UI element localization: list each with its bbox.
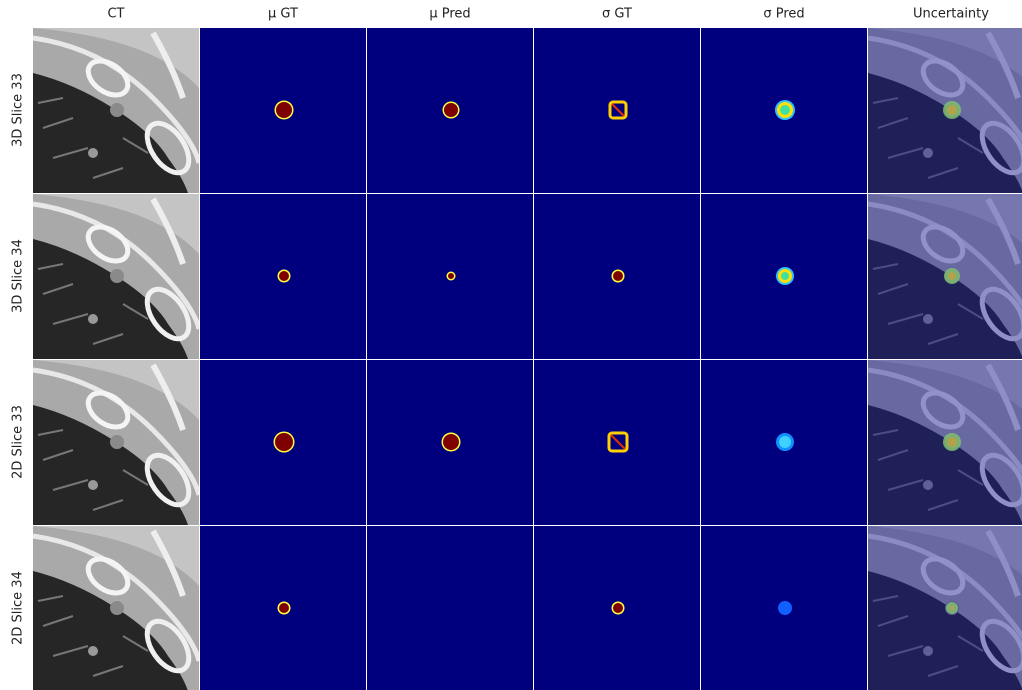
column-header: σ GT [602,7,632,22]
blob-inner [779,436,791,448]
column-header: μ GT [268,7,298,22]
page: CT μ GT μ Pred σ GT σ Pred Uncertainty 3D Slic… [0,0,1022,690]
blob-inner [947,105,957,115]
blob-inner [950,606,954,610]
image-cell [200,28,366,193]
image-cell [534,526,700,690]
blob [613,271,623,281]
blob [275,433,293,451]
blob [279,271,289,281]
image-cell [367,526,533,690]
row-label: 2D Slice 34 [11,571,26,645]
image-cell [33,28,199,193]
image-cell [868,360,1022,525]
blob [279,603,289,613]
image-cell [701,360,867,525]
image-cell [200,194,366,359]
column-header: μ Pred [429,7,470,22]
image-cell [534,194,700,359]
image-cell [534,28,700,193]
image-cell [33,194,199,359]
image-cell [33,526,199,690]
row-label: 3D Slice 34 [11,239,26,313]
overlay [868,526,1022,690]
blob [448,273,454,279]
row-label: 2D Slice 33 [11,405,26,479]
blob [444,103,458,117]
image-cell [701,194,867,359]
blob-inner [947,437,957,447]
image-cell [367,28,533,193]
blob-inner [780,105,790,115]
image-cell [367,360,533,525]
column-header: Uncertainty [913,7,989,22]
ct-image [33,526,199,690]
image-cell [534,360,700,525]
ct-image [33,28,199,193]
image-cell [33,360,199,525]
image-cell [701,526,867,690]
column-header: σ Pred [763,7,804,22]
map-background [367,526,533,690]
image-cell [367,194,533,359]
blob [443,434,459,450]
image-cell [868,28,1022,193]
figure: CT μ GT μ Pred σ GT σ Pred Uncertainty 3D Slic… [0,0,1022,690]
image-cell [200,360,366,525]
ct-image [33,194,199,359]
image-cell [200,526,366,690]
blob [613,603,623,613]
column-header: CT [107,7,124,22]
image-cell [701,28,867,193]
blob [778,601,792,615]
blob [276,102,292,118]
image-cell [868,194,1022,359]
blob-inner [948,272,956,280]
image-cell [868,526,1022,690]
ct-image [33,360,199,525]
blob-inner [781,272,789,280]
row-label: 3D Slice 33 [11,73,26,147]
